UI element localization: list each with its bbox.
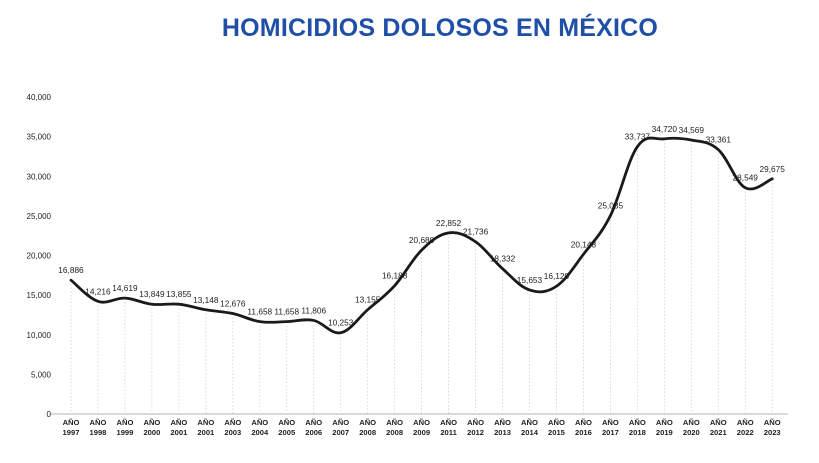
y-tick-label: 5,000 (31, 370, 52, 379)
data-label: 10,253 (328, 318, 354, 328)
data-label: 12,676 (220, 299, 246, 309)
data-label: 22,852 (436, 218, 462, 228)
y-tick-label: 25,000 (27, 212, 52, 221)
data-point (69, 278, 73, 282)
chart-title: HOMICIDIOS DOLOSOS EN MÉXICO (221, 14, 659, 42)
data-label: 20,680 (409, 235, 435, 245)
data-point (312, 319, 315, 322)
x-tick-label: AÑO 2007 (332, 418, 349, 437)
data-label: 34,720 (652, 124, 678, 134)
x-tick-label: AÑO 2018 (629, 418, 646, 437)
data-point (258, 320, 261, 323)
x-tick-label: AÑO 2023 (764, 418, 781, 437)
data-point (366, 308, 369, 311)
data-point (771, 177, 774, 181)
data-label: 20,148 (571, 239, 597, 249)
data-point (123, 296, 127, 300)
data-point (744, 186, 747, 189)
x-tick-label: AÑO 2006 (305, 418, 322, 437)
data-point (339, 331, 342, 334)
data-label: 34,569 (679, 125, 705, 135)
y-tick-label: 10,000 (27, 331, 52, 340)
x-tick-label: AÑO 2004 (251, 418, 269, 437)
data-point (204, 308, 208, 312)
x-tick-label: AÑO 2011 (440, 418, 457, 437)
y-tick-label: 30,000 (27, 172, 52, 181)
x-tick-label: AÑO 2001 (197, 418, 215, 437)
y-tick-label: 35,000 (27, 133, 52, 142)
data-label: 28,549 (733, 173, 759, 183)
y-tick-label: 0 (47, 410, 52, 419)
data-label: 14,216 (85, 286, 111, 296)
data-label: 21,736 (463, 227, 489, 237)
x-tick-label: AÑO 1997 (63, 418, 80, 437)
data-label: 15,653 (517, 275, 543, 285)
data-point (690, 138, 693, 142)
data-point (528, 288, 531, 292)
data-point (501, 267, 504, 270)
y-tick-label: 20,000 (27, 252, 52, 261)
y-tick-label: 15,000 (27, 291, 52, 300)
data-label: 25,035 (598, 201, 624, 211)
data-point (420, 248, 423, 252)
x-tick-label: AÑO 2013 (494, 418, 511, 437)
data-point (96, 300, 100, 303)
data-point (555, 285, 558, 288)
data-point (447, 231, 450, 235)
y-tick-label: 40,000 (27, 93, 52, 102)
data-label: 11,806 (301, 305, 326, 315)
data-label: 11,658 (274, 307, 299, 317)
x-tick-label: AÑO 2000 (143, 418, 160, 437)
data-label: 11,658 (247, 307, 272, 317)
data-label: 16,120 (544, 271, 570, 281)
x-tick-label: AÑO 2003 (224, 418, 241, 437)
data-point (231, 312, 235, 315)
data-point (582, 253, 585, 256)
x-tick-label: AÑO 2016 (575, 418, 592, 437)
data-label: 14,619 (112, 283, 138, 293)
x-tick-label: AÑO 2015 (548, 418, 566, 437)
data-point (393, 284, 396, 287)
data-label: 13,849 (139, 289, 165, 299)
data-label: 29,675 (760, 164, 786, 174)
x-tick-label: AÑO 2014 (521, 418, 539, 437)
data-label: 13,155 (355, 295, 381, 305)
data-label: 16,188 (382, 271, 408, 281)
x-tick-label: AÑO 2020 (683, 418, 700, 437)
data-point (285, 320, 288, 323)
x-tick-label: AÑO 1999 (116, 418, 133, 437)
data-point (609, 214, 612, 217)
data-label: 33,361 (706, 135, 732, 145)
data-point (663, 137, 666, 141)
x-tick-label: AÑO 2019 (656, 418, 673, 437)
x-tick-label: AÑO 1998 (90, 418, 107, 437)
data-point (636, 145, 639, 148)
data-label: 33,737 (625, 132, 651, 142)
x-tick-label: AÑO 2008 (359, 418, 376, 437)
x-tick-label: AÑO 2017 (602, 418, 619, 437)
data-label: 13,855 (166, 289, 192, 299)
x-tick-label: AÑO 2001 (170, 418, 188, 437)
data-point (150, 303, 154, 306)
data-point (474, 240, 477, 243)
x-tick-label: AÑO 2021 (710, 418, 728, 437)
x-tick-label: AÑO 2022 (737, 418, 754, 437)
data-label: 18,332 (490, 254, 516, 264)
x-tick-label: AÑO 2012 (467, 418, 484, 437)
x-tick-label: AÑO 2009 (413, 418, 430, 437)
data-label: 13,148 (193, 295, 219, 305)
x-tick-label: AÑO 2005 (278, 418, 296, 437)
data-point (177, 302, 181, 306)
data-label: 16,886 (58, 265, 84, 275)
x-tick-label: AÑO 2008 (386, 418, 403, 437)
data-point (717, 148, 720, 151)
